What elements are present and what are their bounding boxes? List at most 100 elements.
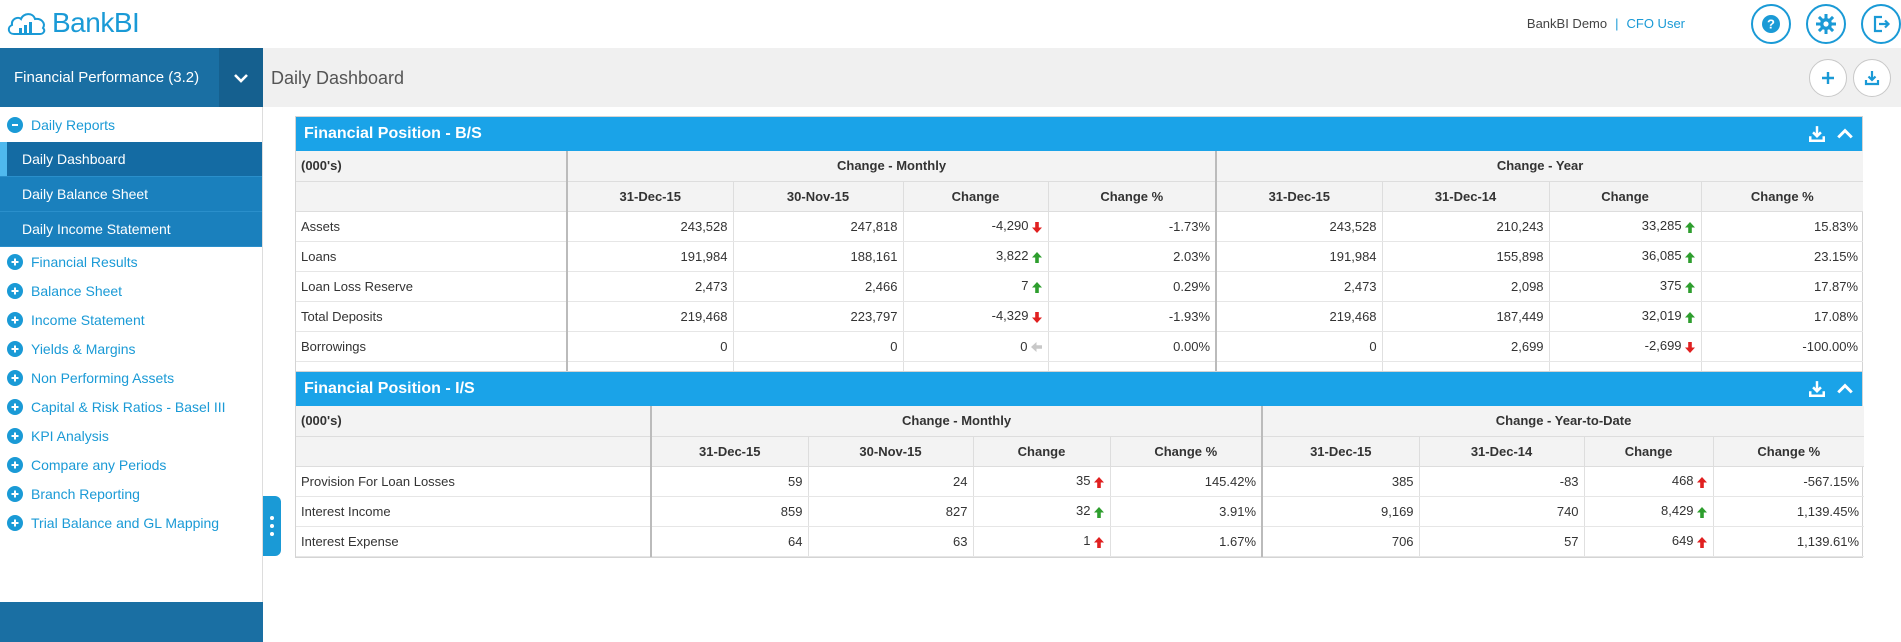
table-cell: 243,528 (566, 211, 733, 242)
panel-header: Financial Position - B/S (296, 117, 1862, 151)
user-link[interactable]: CFO User (1626, 16, 1686, 31)
cell-value: 649 (1671, 533, 1694, 549)
group-header-row: (000's) Change - Monthly Change - Year-t… (296, 406, 1865, 437)
column-header: Change % (1712, 436, 1865, 467)
sidebar-subitem-daily-income-statement[interactable]: Daily Income Statement (0, 212, 262, 247)
plus-circle-icon (7, 427, 23, 444)
help-button[interactable]: ? (1751, 4, 1791, 44)
row-label: Interest Income (296, 496, 651, 527)
cell-value: 32,019 (1641, 308, 1682, 324)
arrow-down-icon (1031, 221, 1042, 233)
cell-value: 8,429 (1661, 503, 1694, 519)
plus-circle-icon (7, 282, 23, 299)
gear-icon (1816, 14, 1836, 34)
arrow-up-icon (1696, 506, 1707, 518)
table-row: Interest Expense 64 63 1 1.67% 706 57 649 1,139.… (296, 526, 1865, 557)
arrow-down-icon (1031, 311, 1042, 323)
cell-value: -2,699 (1644, 338, 1682, 354)
app-name: BankBI (52, 7, 140, 38)
row-label: Loans (296, 241, 567, 272)
cell-value: 32 (1076, 503, 1091, 519)
logout-button[interactable] (1861, 4, 1901, 44)
panel-title: Financial Position - B/S (304, 125, 482, 142)
svg-text:?: ? (1767, 17, 1775, 32)
download-icon[interactable] (1808, 380, 1826, 398)
add-widget-button[interactable] (1809, 59, 1847, 97)
table-cell: 2.03% (1047, 241, 1217, 272)
table-cell: 385 (1261, 466, 1420, 497)
column-header: 31-Dec-15 (1261, 436, 1420, 467)
sidebar-item-daily-reports[interactable]: Daily Reports (0, 107, 262, 142)
table-cell: 247,818 (732, 211, 903, 242)
table-cell: 17.08% (1700, 301, 1864, 332)
group-header: Change - Year-to-Date (1261, 406, 1865, 437)
table-cell: 0.00% (1047, 331, 1217, 362)
dot-icon (270, 532, 274, 536)
table-cell: 210,243 (1381, 211, 1550, 242)
table-cell: 1.67% (1109, 526, 1263, 557)
row-label: Loan Loss Reserve (296, 271, 567, 302)
table-cell: 188,161 (732, 241, 903, 272)
sidebar-item-label: Balance Sheet (31, 282, 123, 299)
arrow-down-icon (1684, 341, 1695, 353)
change-cell: 649 (1583, 526, 1714, 557)
demo-label: BankBI Demo (1526, 16, 1608, 31)
change-cell: 33,285 (1548, 211, 1702, 242)
cell-value: 36,085 (1641, 248, 1682, 264)
cell-value: 7 (1021, 278, 1029, 294)
sidebar-item-branch-reporting[interactable]: Branch Reporting (0, 479, 262, 508)
plus-circle-icon (7, 253, 23, 270)
change-cell: 8,429 (1583, 496, 1714, 527)
chevron-up-icon[interactable] (1836, 380, 1854, 398)
module-selector[interactable]: Financial Performance (3.2) (0, 48, 263, 107)
sidebar-item-balance-sheet[interactable]: Balance Sheet (0, 276, 262, 305)
sidebar-item-capital-risk-ratios-basel-iii[interactable]: Capital & Risk Ratios - Basel III (0, 392, 262, 421)
plus-circle-icon (7, 456, 23, 473)
download-icon[interactable] (1808, 125, 1826, 143)
sidebar-item-label: Trial Balance and GL Mapping (31, 514, 220, 531)
cloud-chart-icon (7, 13, 46, 35)
module-dropdown-toggle[interactable] (219, 48, 263, 107)
table-cell: 0 (732, 331, 903, 362)
sidebar-item-non-performing-assets[interactable]: Non Performing Assets (0, 363, 262, 392)
table-cell: 24 (807, 466, 973, 497)
change-cell: -4,290 (902, 211, 1048, 242)
change-cell: 32,019 (1548, 301, 1702, 332)
chevron-up-icon[interactable] (1836, 125, 1854, 143)
plus-circle-icon (7, 311, 23, 328)
plus-circle-icon (7, 514, 23, 531)
sidebar-item-label: Income Statement (31, 311, 145, 328)
app-logo[interactable]: BankBI (6, 7, 140, 39)
sidebar-subitem-daily-balance-sheet[interactable]: Daily Balance Sheet (0, 177, 262, 212)
table-cell: 23.15% (1700, 241, 1864, 272)
sidebar-item-income-statement[interactable]: Income Statement (0, 305, 262, 334)
sidebar-item-compare-any-periods[interactable]: Compare any Periods (0, 450, 262, 479)
group-header: Change - Year (1215, 151, 1864, 182)
sidebar-item-financial-results[interactable]: Financial Results (0, 247, 262, 276)
column-header: Change (902, 181, 1048, 212)
sidebar-subitem-daily-dashboard[interactable]: Daily Dashboard (0, 142, 262, 177)
arrow-up-icon (1093, 536, 1104, 548)
group-header: Change - Monthly (649, 406, 1263, 437)
table-cell: 9,169 (1261, 496, 1420, 527)
table-cell: 155,898 (1381, 241, 1550, 272)
row-label: Borrowings (296, 331, 567, 362)
sidebar-collapse-handle[interactable] (263, 496, 281, 556)
table-cell: 827 (807, 496, 973, 527)
change-cell: -2,699 (1548, 331, 1702, 362)
sidebar-item-kpi-analysis[interactable]: KPI Analysis (0, 421, 262, 450)
logout-icon (1873, 15, 1891, 33)
sidebar-item-label: KPI Analysis (31, 427, 109, 444)
download-page-button[interactable] (1853, 59, 1891, 97)
table-row: Loan Loss Reserve 2,473 2,466 7 0.29% 2,473 2,… (296, 271, 1864, 302)
settings-button[interactable] (1806, 4, 1846, 44)
sidebar-item-label: Capital & Risk Ratios - Basel III (31, 398, 226, 415)
cell-value: 1 (1083, 533, 1091, 549)
group-header-row: (000's) Change - Monthly Change - Year (296, 151, 1864, 182)
table-cell: -567.15% (1712, 466, 1865, 497)
sidebar-item-yields-margins[interactable]: Yields & Margins (0, 334, 262, 363)
table-row: Loans 191,984 188,161 3,822 2.03% 191,984 155,… (296, 241, 1864, 272)
sidebar-item-trial-balance-and-gl-mapping[interactable]: Trial Balance and GL Mapping (0, 508, 262, 537)
table-cell: 0 (566, 331, 733, 362)
dot-icon (270, 516, 274, 520)
